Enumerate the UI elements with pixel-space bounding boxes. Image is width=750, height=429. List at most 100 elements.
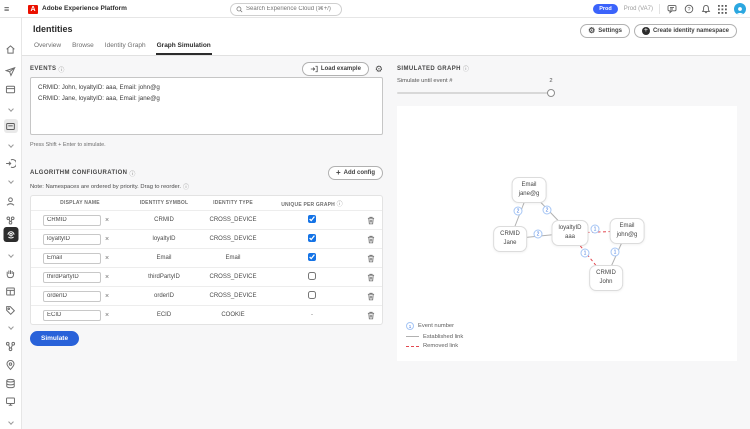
identity-type-cell: CROSS_DEVICE (209, 274, 257, 280)
chevron-down-icon[interactable] (4, 249, 18, 263)
audiences-hand-icon[interactable] (4, 266, 18, 280)
display-name-input[interactable] (43, 252, 101, 264)
identity-type-cell: CROSS_DEVICE (209, 236, 257, 242)
simulate-button[interactable]: Simulate (30, 331, 80, 346)
destinations-monitor-icon[interactable] (4, 394, 18, 408)
delete-row-trash-icon[interactable] (357, 254, 384, 263)
feedback-icon[interactable] (666, 4, 677, 15)
tab-browse[interactable]: Browse (72, 42, 94, 49)
dashboards-icon[interactable] (4, 82, 18, 96)
delete-row-trash-icon[interactable] (357, 292, 384, 301)
environment-badge[interactable]: Prod (593, 4, 618, 14)
clear-icon[interactable]: × (105, 292, 110, 300)
graph-node-crmid-jane[interactable]: CRMID Jane (493, 226, 527, 252)
chevron-down-icon[interactable] (4, 103, 18, 117)
clear-icon[interactable]: × (105, 273, 110, 281)
graph-node-email-johng[interactable]: Email john@g (609, 218, 645, 244)
graph-node-email-janeg[interactable]: Email jane@g (511, 177, 547, 203)
display-name-input[interactable] (43, 233, 101, 245)
clear-icon[interactable]: × (105, 311, 110, 319)
events-settings-gear-icon[interactable]: ⚙ (374, 64, 383, 74)
unique-per-graph-checkbox[interactable] (308, 234, 316, 242)
legend-established-link: Established link (406, 334, 463, 340)
display-name-input[interactable] (43, 309, 101, 321)
display-name-input[interactable] (43, 214, 101, 226)
home-icon[interactable] (4, 42, 18, 56)
hamburger-menu-icon[interactable]: ≡ (4, 4, 10, 14)
chevron-down-icon[interactable] (4, 416, 18, 429)
info-icon[interactable]: ⓘ (462, 67, 470, 73)
app-switcher-grid-icon[interactable] (717, 4, 728, 15)
graph-node-loyaltyid-aaa[interactable]: loyaltyID aaa (551, 220, 589, 246)
clear-icon[interactable]: × (105, 235, 110, 243)
event-number-badge: 2 (542, 205, 552, 215)
clear-icon[interactable]: × (105, 216, 110, 224)
slider-handle[interactable] (547, 88, 555, 97)
delete-row-trash-icon[interactable] (357, 216, 384, 225)
info-icon[interactable]: ⓘ (336, 201, 343, 208)
load-example-button[interactable]: Load example (301, 62, 369, 76)
graph-legend: 1 Event number Established link Removed l… (406, 322, 463, 349)
search-input[interactable] (246, 6, 336, 12)
page-title: Identities (33, 24, 73, 34)
events-input[interactable]: CRMID: John, loyaltyID: aaa, Email: john… (30, 77, 383, 135)
workflows-icon[interactable] (4, 64, 18, 78)
segments-icon[interactable] (4, 213, 18, 227)
info-icon[interactable]: ⓘ (183, 185, 190, 191)
delete-row-trash-icon[interactable] (357, 273, 384, 282)
chevron-down-icon[interactable] (4, 139, 18, 153)
column-display-name: DISPLAY NAME (60, 200, 100, 206)
create-identity-namespace-button[interactable]: + Create identity namespace (633, 24, 737, 38)
info-icon[interactable]: ⓘ (58, 67, 65, 74)
global-search[interactable] (230, 2, 342, 16)
collections-icon[interactable] (3, 119, 18, 133)
profiles-person-icon[interactable] (4, 194, 18, 208)
identity-symbol-cell: CRMID (154, 217, 174, 223)
clear-icon[interactable]: × (105, 254, 110, 262)
display-name-input[interactable] (43, 290, 101, 302)
import-icon (310, 65, 318, 73)
delete-row-trash-icon[interactable] (357, 235, 384, 244)
chevron-down-icon[interactable] (4, 321, 18, 335)
display-name-input[interactable] (43, 271, 101, 283)
tab-identity-graph[interactable]: Identity Graph (104, 42, 146, 49)
namespace-config-table: DISPLAY NAME IDENTITY SYMBOL IDENTITY TY… (30, 195, 383, 325)
unique-per-graph-checkbox[interactable] (308, 291, 316, 299)
environment-name: Prod (VA7) (623, 6, 653, 12)
info-icon[interactable]: ⓘ (129, 171, 136, 178)
slider-track[interactable] (397, 92, 553, 94)
help-icon[interactable]: ? (683, 4, 694, 15)
main-content: EVENTS ⓘ Load example ⚙ CRMID: John, loya… (22, 56, 750, 429)
tab-overview[interactable]: Overview (34, 42, 62, 49)
graph-node-crmid-john[interactable]: CRMID John (589, 265, 623, 291)
add-config-button[interactable]: + Add config (328, 166, 383, 180)
unique-per-graph-checkbox[interactable] (308, 215, 316, 223)
datastore-database-icon[interactable] (4, 376, 18, 390)
identity-symbol-cell: loyaltyID (152, 236, 176, 242)
left-nav-rail (0, 18, 22, 429)
sources-icon[interactable] (4, 156, 18, 170)
queries-tag-icon[interactable] (4, 303, 18, 317)
notifications-bell-icon[interactable] (700, 4, 711, 15)
events-heading: EVENTS ⓘ (30, 66, 65, 74)
settings-button[interactable]: ⚙ Settings (580, 24, 630, 38)
page-header: Identities Overview Browse Identity Grap… (22, 18, 750, 56)
unique-per-graph-checkbox[interactable] (308, 272, 316, 280)
event-number-badge: 1 (406, 322, 414, 330)
svg-text:?: ? (687, 7, 690, 13)
user-avatar[interactable] (734, 3, 746, 15)
chevron-down-icon[interactable] (4, 175, 18, 189)
monitoring-flow-icon[interactable] (4, 339, 18, 353)
identities-icon-selected[interactable] (3, 227, 18, 242)
tab-graph-simulation[interactable]: Graph Simulation (155, 39, 212, 55)
identity-type-cell: Email (225, 255, 241, 261)
unique-per-graph-checkbox[interactable] (308, 253, 316, 261)
removed-link-swatch (406, 345, 419, 347)
identity-type-cell: CROSS_DEVICE (209, 217, 257, 223)
locations-pin-icon[interactable] (4, 358, 18, 372)
identity-graph-canvas[interactable]: 2 2 2 1 1 1 Email jane@g CRMID Jane loyalt… (397, 106, 737, 361)
delete-row-trash-icon[interactable] (357, 311, 384, 320)
column-unique-per-graph: UNIQUE PER GRAPH ⓘ (281, 201, 343, 208)
datasets-table-icon[interactable] (4, 284, 18, 298)
